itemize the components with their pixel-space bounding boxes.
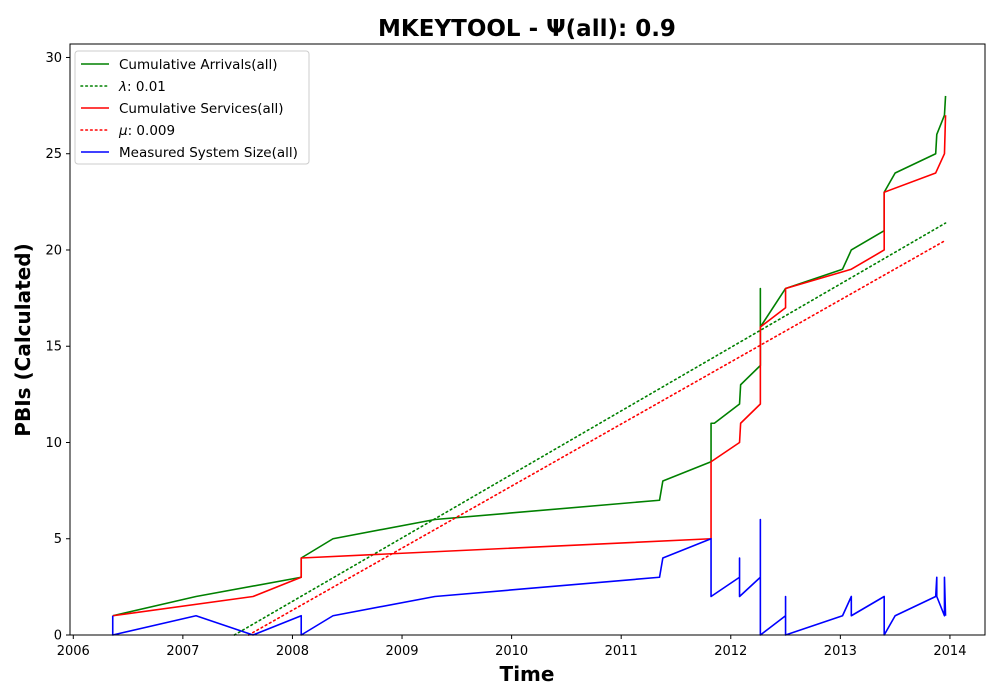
legend-label-2: Cumulative Services(all) — [119, 101, 284, 117]
y-tick-label-0: 0 — [54, 629, 62, 644]
legend-label-4: Measured System Size(all) — [119, 145, 298, 161]
plot-frame — [69, 43, 986, 636]
series-line-2 — [112, 115, 947, 617]
series-line-3 — [247, 239, 947, 636]
series-layer — [111, 95, 947, 636]
legend-label-3: μ: 0.009 — [118, 123, 175, 139]
y-tick-label-30: 30 — [45, 51, 62, 66]
x-axis-title: Time — [500, 662, 555, 686]
legend-label-1: λ: 0.01 — [118, 79, 166, 95]
x-tick-label-2010: 2010 — [495, 644, 528, 659]
x-axis: 2006 2007 2008 2009 2010 2011 2012 2013 2014 — [57, 635, 966, 659]
x-tick-label-2012: 2012 — [714, 644, 747, 659]
chart-title: MKEYTOOL - Ψ(all): 0.9 — [378, 16, 676, 42]
legend-label-0: Cumulative Arrivals(all) — [119, 57, 278, 73]
x-tick-label-2008: 2008 — [276, 644, 309, 659]
y-tick-label-15: 15 — [45, 340, 62, 355]
y-axis: 0 5 10 15 20 25 30 — [45, 51, 70, 644]
legend-box — [74, 50, 310, 165]
legend: Cumulative Arrivals(all) λ: 0.01 Cumulativ… — [74, 50, 310, 165]
x-tick-label-2007: 2007 — [166, 644, 199, 659]
x-tick-label-2011: 2011 — [605, 644, 638, 659]
series-line-0 — [112, 95, 947, 617]
x-tick-label-2006: 2006 — [57, 644, 90, 659]
series-line-4 — [111, 518, 947, 636]
y-tick-label-20: 20 — [45, 243, 62, 258]
y-axis-title: PBIs (Calculated) — [11, 243, 35, 436]
x-tick-label-2009: 2009 — [385, 644, 418, 659]
y-tick-label-10: 10 — [45, 436, 62, 451]
x-tick-label-2013: 2013 — [824, 644, 857, 659]
y-tick-label-25: 25 — [45, 147, 62, 162]
x-tick-label-2014: 2014 — [933, 644, 966, 659]
y-tick-label-5: 5 — [54, 532, 62, 547]
